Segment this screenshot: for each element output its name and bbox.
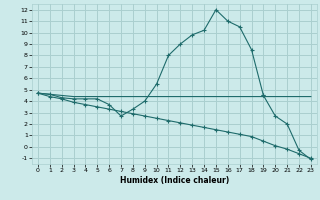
X-axis label: Humidex (Indice chaleur): Humidex (Indice chaleur) xyxy=(120,176,229,185)
